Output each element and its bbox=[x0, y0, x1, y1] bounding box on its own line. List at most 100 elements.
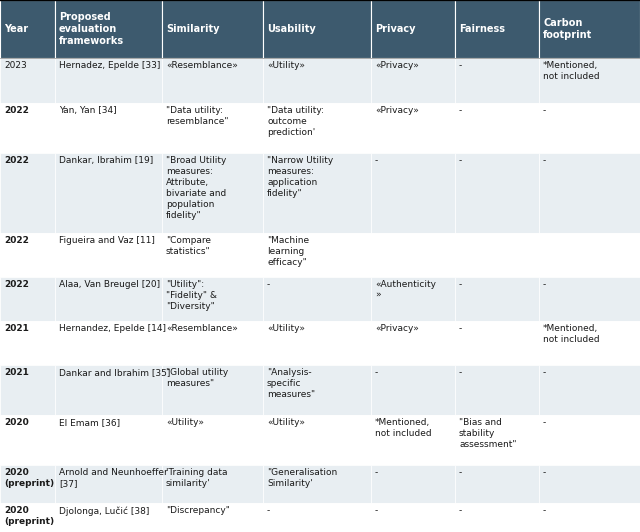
Text: «Resemblance»: «Resemblance» bbox=[166, 61, 238, 70]
Bar bbox=[0, 233, 55, 277]
Text: "Bias and
stability
assessment": "Bias and stability assessment" bbox=[459, 418, 516, 449]
Text: *Mentioned,
not included: *Mentioned, not included bbox=[543, 61, 600, 81]
Text: "Discrepancy": "Discrepancy" bbox=[166, 506, 230, 515]
Bar bbox=[263, 153, 371, 233]
Bar bbox=[55, 58, 162, 103]
Bar bbox=[162, 465, 263, 503]
Bar bbox=[455, 153, 539, 233]
Bar bbox=[539, 0, 640, 58]
Bar bbox=[539, 277, 640, 321]
Bar bbox=[263, 103, 371, 153]
Bar bbox=[539, 233, 640, 277]
Text: 2022: 2022 bbox=[4, 156, 29, 165]
Text: -: - bbox=[459, 324, 462, 333]
Text: 2022: 2022 bbox=[4, 280, 29, 289]
Text: Usability: Usability bbox=[267, 24, 316, 34]
Bar bbox=[371, 0, 455, 58]
Bar bbox=[0, 277, 55, 321]
Bar bbox=[162, 233, 263, 277]
Bar bbox=[371, 277, 455, 321]
Bar bbox=[0, 321, 55, 365]
Bar bbox=[455, 415, 539, 465]
Text: Figueira and Vaz [11]: Figueira and Vaz [11] bbox=[59, 236, 155, 245]
Text: -: - bbox=[543, 106, 547, 115]
Bar bbox=[539, 153, 640, 233]
Bar bbox=[0, 365, 55, 415]
Bar bbox=[263, 465, 371, 503]
Text: 2021: 2021 bbox=[4, 324, 29, 333]
Text: Yan, Yan [34]: Yan, Yan [34] bbox=[59, 106, 116, 115]
Text: -: - bbox=[459, 156, 462, 165]
Text: «Authenticity
»: «Authenticity » bbox=[375, 280, 436, 300]
Text: -: - bbox=[543, 156, 547, 165]
Text: "Data utility:
resemblance": "Data utility: resemblance" bbox=[166, 106, 228, 126]
Bar bbox=[371, 103, 455, 153]
Text: -: - bbox=[543, 418, 547, 427]
Bar bbox=[0, 465, 55, 503]
Text: -: - bbox=[543, 468, 547, 477]
Bar bbox=[539, 365, 640, 415]
Bar bbox=[0, 103, 55, 153]
Text: «Privacy»: «Privacy» bbox=[375, 61, 419, 70]
Bar bbox=[539, 503, 640, 532]
Bar bbox=[162, 277, 263, 321]
Bar bbox=[55, 465, 162, 503]
Text: -: - bbox=[375, 506, 378, 515]
Bar bbox=[162, 321, 263, 365]
Bar bbox=[455, 58, 539, 103]
Bar bbox=[162, 103, 263, 153]
Bar bbox=[55, 233, 162, 277]
Text: Proposed
evaluation
frameworks: Proposed evaluation frameworks bbox=[59, 12, 124, 46]
Text: Fairness: Fairness bbox=[459, 24, 505, 34]
Text: «Privacy»: «Privacy» bbox=[375, 106, 419, 115]
Text: 2022: 2022 bbox=[4, 236, 29, 245]
Text: -: - bbox=[267, 280, 270, 289]
Text: -: - bbox=[543, 506, 547, 515]
Bar bbox=[263, 503, 371, 532]
Bar bbox=[371, 365, 455, 415]
Text: El Emam [36]: El Emam [36] bbox=[59, 418, 120, 427]
Bar bbox=[263, 365, 371, 415]
Bar bbox=[162, 58, 263, 103]
Text: Arnold and Neunhoeffer
[37]: Arnold and Neunhoeffer [37] bbox=[59, 468, 168, 488]
Text: «Resemblance»: «Resemblance» bbox=[166, 324, 238, 333]
Text: 'Training data
similarity': 'Training data similarity' bbox=[166, 468, 227, 488]
Bar bbox=[162, 365, 263, 415]
Text: 2020
(preprint): 2020 (preprint) bbox=[4, 506, 54, 526]
Bar bbox=[55, 0, 162, 58]
Bar bbox=[455, 233, 539, 277]
Text: Dankar, Ibrahim [19]: Dankar, Ibrahim [19] bbox=[59, 156, 153, 165]
Bar bbox=[371, 321, 455, 365]
Bar bbox=[371, 58, 455, 103]
Bar bbox=[55, 153, 162, 233]
Bar bbox=[371, 465, 455, 503]
Bar bbox=[55, 277, 162, 321]
Bar bbox=[55, 103, 162, 153]
Text: 2023: 2023 bbox=[4, 61, 27, 70]
Text: Hernandez, Epelde [14]: Hernandez, Epelde [14] bbox=[59, 324, 166, 333]
Text: «Utility»: «Utility» bbox=[166, 418, 204, 427]
Bar bbox=[539, 465, 640, 503]
Bar bbox=[539, 321, 640, 365]
Text: "Generalisation
Similarity': "Generalisation Similarity' bbox=[267, 468, 337, 488]
Bar bbox=[455, 465, 539, 503]
Text: "Data utility:
outcome
prediction': "Data utility: outcome prediction' bbox=[267, 106, 324, 137]
Text: Year: Year bbox=[4, 24, 28, 34]
Text: "Machine
learning
efficacy": "Machine learning efficacy" bbox=[267, 236, 309, 267]
Text: -: - bbox=[375, 468, 378, 477]
Bar bbox=[455, 365, 539, 415]
Bar bbox=[539, 58, 640, 103]
Bar bbox=[0, 0, 55, 58]
Text: «Utility»: «Utility» bbox=[267, 418, 305, 427]
Bar bbox=[371, 153, 455, 233]
Text: -: - bbox=[459, 280, 462, 289]
Text: "Utility":
"Fidelity" &
"Diversity": "Utility": "Fidelity" & "Diversity" bbox=[166, 280, 217, 311]
Bar bbox=[455, 503, 539, 532]
Bar bbox=[263, 415, 371, 465]
Text: -: - bbox=[267, 506, 270, 515]
Text: «Privacy»: «Privacy» bbox=[375, 324, 419, 333]
Text: "Compare
statistics": "Compare statistics" bbox=[166, 236, 211, 256]
Text: -: - bbox=[459, 506, 462, 515]
Text: Djolonga, Lučić [38]: Djolonga, Lučić [38] bbox=[59, 506, 149, 516]
Bar bbox=[55, 503, 162, 532]
